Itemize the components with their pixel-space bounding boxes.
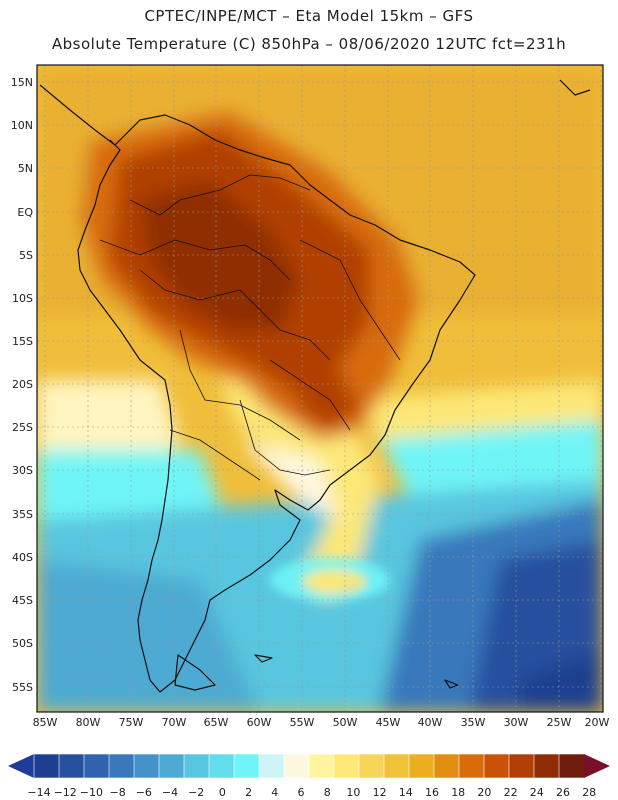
colorbar-swatch <box>408 753 435 779</box>
colorbar-tick-label: 8 <box>324 786 331 799</box>
latitude-axis: 15N 10N 5N EQ 5S 10S 15S 20S 25S 30S 35S… <box>11 76 34 694</box>
colorbar-tick-label: −6 <box>136 786 152 799</box>
lon-label: 55W <box>290 716 315 729</box>
colorbar-tick-label: 22 <box>504 786 518 799</box>
colorbar-swatch <box>433 753 460 779</box>
lat-label: 5S <box>19 249 33 262</box>
map-gridlines <box>37 65 603 712</box>
longitude-axis: 85W 80W 75W 70W 65W 60W 55W 50W 45W 40W … <box>33 716 610 729</box>
lon-label: 45W <box>376 716 401 729</box>
colorbar-tick-label: 4 <box>271 786 278 799</box>
colorbar-swatch <box>333 753 360 779</box>
colorbar-tick-label: 0 <box>219 786 226 799</box>
colorbar-tick-label: 26 <box>556 786 570 799</box>
coastline <box>39 79 591 693</box>
colorbar-swatch <box>283 753 310 779</box>
colorbar-swatch <box>108 753 135 779</box>
colorbar-swatch <box>83 753 110 779</box>
colorbar-tick-label: −10 <box>80 786 103 799</box>
colorbar-swatch <box>383 753 410 779</box>
colorbar-left-arrow <box>8 754 34 778</box>
colorbar-swatch <box>133 753 160 779</box>
lon-label: 85W <box>33 716 58 729</box>
lat-label: 15N <box>11 76 33 89</box>
colorbar-tick-label: −12 <box>54 786 77 799</box>
colorbar-swatch <box>558 753 585 779</box>
lat-label: 40S <box>12 551 33 564</box>
lon-label: 50W <box>333 716 358 729</box>
lon-label: 65W <box>204 716 229 729</box>
colorbar-swatch <box>533 753 560 779</box>
colorbar-tick-label: 10 <box>346 786 360 799</box>
map-subtitle: Absolute Temperature (C) 850hPa – 08/06/… <box>51 35 567 53</box>
colorbar-swatch <box>158 753 185 779</box>
lat-label: 15S <box>12 335 33 348</box>
colorbar-swatch <box>208 753 235 779</box>
map-frame <box>36 64 604 713</box>
colorbar-swatch <box>233 753 260 779</box>
lat-label: 50S <box>12 637 33 650</box>
colorbar-swatch <box>33 753 60 779</box>
colorbar-swatch <box>258 753 285 779</box>
colorbar-tick-label: 18 <box>451 786 465 799</box>
colorbar-tick-label: −4 <box>162 786 178 799</box>
lat-label: 20S <box>12 378 33 391</box>
lat-label: 45S <box>12 594 33 607</box>
colorbar-swatch <box>483 753 510 779</box>
lon-label: 75W <box>119 716 144 729</box>
colorbar-swatch <box>183 753 210 779</box>
lon-label: 70W <box>162 716 187 729</box>
lat-label: 55S <box>12 681 33 694</box>
colorbar-tick-label: 16 <box>425 786 439 799</box>
lat-label: 30S <box>12 464 33 477</box>
colorbar-tick-label: 2 <box>245 786 252 799</box>
colorbar-tick-label: −2 <box>188 786 204 799</box>
map-title: CPTEC/INPE/MCT – Eta Model 15km – GFS <box>144 7 474 25</box>
colorbar-right-arrow <box>584 754 610 778</box>
colorbar-tick-label: −14 <box>27 786 50 799</box>
lon-label: 60W <box>247 716 272 729</box>
colorbar-tick-label: 28 <box>582 786 596 799</box>
lon-label: 35W <box>461 716 486 729</box>
lon-label: 40W <box>418 716 443 729</box>
lat-label: 10N <box>11 119 33 132</box>
lat-label: 25S <box>12 421 33 434</box>
lon-label: 20W <box>585 716 610 729</box>
lat-label: 5N <box>18 162 33 175</box>
colorbar-swatch <box>308 753 335 779</box>
lat-label: 35S <box>12 508 33 521</box>
colorbar-swatch <box>358 753 385 779</box>
colorbar-legend: −14 −12 −10 −8 −6 −4 −2 0 2 4 6 8 10 12 14 16 18 20 22 24 26… <box>8 753 610 799</box>
country-borders <box>99 174 401 481</box>
colorbar-swatch <box>58 753 85 779</box>
colorbar-tick-label: 24 <box>530 786 544 799</box>
colorbar-tick-label: 6 <box>298 786 305 799</box>
lat-label: 10S <box>12 292 33 305</box>
temperature-field <box>37 65 603 712</box>
colorbar-swatch <box>508 753 535 779</box>
colorbar-tick-label: 20 <box>477 786 491 799</box>
lon-label: 30W <box>504 716 529 729</box>
colorbar-swatch <box>458 753 485 779</box>
lat-label: EQ <box>17 206 33 219</box>
colorbar-tick-label: −8 <box>109 786 125 799</box>
colorbar-tick-label: 12 <box>373 786 387 799</box>
colorbar-tick-label: 14 <box>399 786 413 799</box>
lon-label: 80W <box>76 716 101 729</box>
lon-label: 25W <box>547 716 572 729</box>
